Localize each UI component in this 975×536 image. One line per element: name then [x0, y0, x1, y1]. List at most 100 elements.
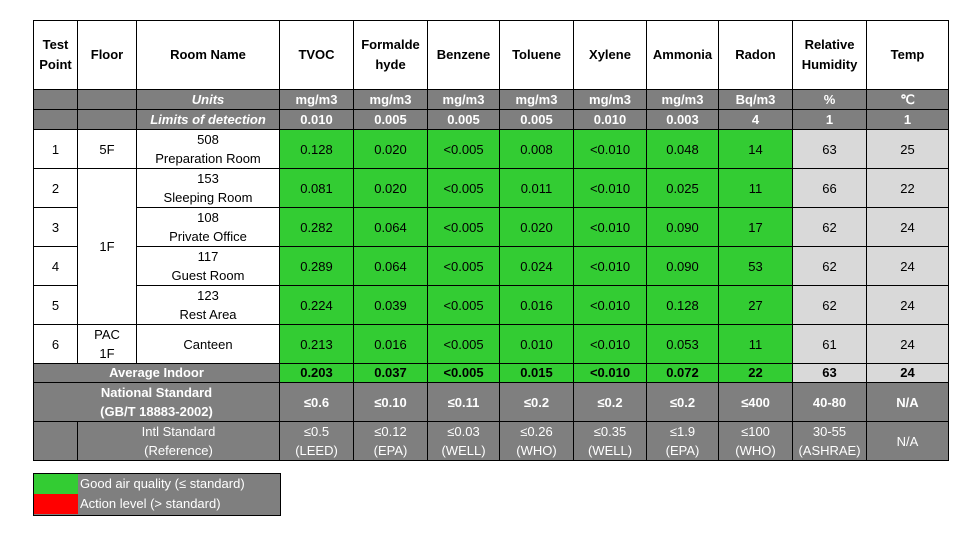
- value-cell: 0.282: [279, 207, 354, 247]
- table-row: 4 117 Guest Room 0.289 0.064 <0.005 0.024…: [33, 246, 949, 286]
- unit-cell: mg/m3: [353, 89, 428, 110]
- value-cell: 0.128: [646, 285, 719, 325]
- header-temp: Temp: [866, 20, 949, 90]
- value-cell: 0.224: [279, 285, 354, 325]
- value-cell: 0.010: [499, 324, 574, 364]
- floor-cell: 1F: [77, 168, 137, 325]
- intl-standard-label: Intl Standard (Reference): [77, 421, 280, 461]
- standard-cell: ≤0.2: [646, 382, 719, 422]
- intl-standard-cell: ≤0.26 (WHO): [499, 421, 574, 461]
- value-cell: 24: [866, 324, 949, 364]
- legend-swatch-red: [34, 494, 78, 514]
- header-ammonia: Ammonia: [646, 20, 719, 90]
- average-cell: 0.203: [279, 363, 354, 383]
- table-row: 3 108 Private Office 0.282 0.064 <0.005 0…: [33, 207, 949, 247]
- lod-cell: 0.005: [427, 109, 500, 130]
- table-row: 2 1F 153 Sleeping Room 0.081 0.020 <0.005…: [33, 168, 949, 325]
- value-cell: <0.010: [573, 129, 647, 169]
- room-name-cell: 108 Private Office: [136, 207, 280, 247]
- header-formaldehyde: Formalde hyde: [353, 20, 428, 90]
- lod-cell: 0.010: [573, 109, 647, 130]
- average-cell: <0.005: [427, 363, 500, 383]
- legend: Good air quality (≤ standard) Action lev…: [33, 473, 281, 516]
- value-cell: 61: [792, 324, 867, 364]
- test-point-cell: 1: [33, 129, 78, 169]
- average-cell: <0.010: [573, 363, 647, 383]
- value-cell: 17: [718, 207, 793, 247]
- legend-label-good: Good air quality (≤ standard): [80, 476, 245, 491]
- intl-standard-cell: ≤0.12 (EPA): [353, 421, 428, 461]
- value-cell: 0.081: [279, 168, 354, 208]
- standard-cell: ≤0.10: [353, 382, 428, 422]
- national-standard-row: National Standard (GB/T 18883-2002) ≤0.6 …: [33, 382, 949, 422]
- header-xylene: Xylene: [573, 20, 647, 90]
- unit-cell: %: [792, 89, 867, 110]
- lod-cell: 0.010: [279, 109, 354, 130]
- units-blank-1: [33, 89, 78, 110]
- lod-blank-2: [77, 109, 137, 130]
- units-row: Units mg/m3 mg/m3 mg/m3 mg/m3 mg/m3 mg/m…: [33, 89, 949, 110]
- value-cell: 62: [792, 207, 867, 247]
- unit-cell: mg/m3: [646, 89, 719, 110]
- value-cell: 0.064: [353, 207, 428, 247]
- intl-blank: [33, 421, 78, 461]
- standard-cell: N/A: [866, 382, 949, 422]
- standard-cell: ≤0.2: [499, 382, 574, 422]
- room-name-cell: Canteen: [136, 324, 280, 364]
- intl-standard-cell: ≤1.9 (EPA): [646, 421, 719, 461]
- average-cell: 0.015: [499, 363, 574, 383]
- value-cell: 14: [718, 129, 793, 169]
- value-cell: 0.053: [646, 324, 719, 364]
- standard-cell: ≤0.2: [573, 382, 647, 422]
- intl-standard-cell: ≤0.03 (WELL): [427, 421, 500, 461]
- standard-cell: ≤0.6: [279, 382, 354, 422]
- value-cell: 53: [718, 246, 793, 286]
- value-cell: 0.064: [353, 246, 428, 286]
- value-cell: <0.005: [427, 207, 500, 247]
- value-cell: 0.020: [353, 168, 428, 208]
- lod-cell: 1: [792, 109, 867, 130]
- average-row: Average Indoor 0.203 0.037 <0.005 0.015 …: [33, 363, 949, 383]
- header-toluene: Toluene: [499, 20, 574, 90]
- units-label: Units: [136, 89, 280, 110]
- test-point-cell: 3: [33, 207, 78, 247]
- value-cell: 0.090: [646, 246, 719, 286]
- value-cell: <0.005: [427, 168, 500, 208]
- legend-swatch-green: [34, 474, 78, 494]
- table-row: 1 5F 508 Preparation Room 0.128 0.020 <0.…: [33, 129, 949, 169]
- unit-cell: mg/m3: [573, 89, 647, 110]
- average-cell: 22: [718, 363, 793, 383]
- lod-cell: 0.005: [499, 109, 574, 130]
- legend-item-action: Action level (> standard): [34, 494, 280, 514]
- legend-label-action: Action level (> standard): [80, 496, 221, 511]
- value-cell: 25: [866, 129, 949, 169]
- value-cell: 0.024: [499, 246, 574, 286]
- value-cell: 11: [718, 324, 793, 364]
- value-cell: 0.008: [499, 129, 574, 169]
- value-cell: 0.213: [279, 324, 354, 364]
- value-cell: 24: [866, 285, 949, 325]
- table-row: 6 PAC 1F Canteen 0.213 0.016 <0.005 0.010…: [33, 324, 949, 364]
- value-cell: 0.016: [353, 324, 428, 364]
- lod-cell: 4: [718, 109, 793, 130]
- unit-cell: ℃: [866, 89, 949, 110]
- intl-standard-row: Intl Standard (Reference) ≤0.5 (LEED) ≤0.1…: [33, 421, 949, 461]
- lod-row: Limits of detection 0.010 0.005 0.005 0.…: [33, 109, 949, 130]
- value-cell: 0.016: [499, 285, 574, 325]
- header-radon: Radon: [718, 20, 793, 90]
- value-cell: 0.128: [279, 129, 354, 169]
- intl-standard-cell: ≤0.5 (LEED): [279, 421, 354, 461]
- average-cell: 63: [792, 363, 867, 383]
- value-cell: 0.090: [646, 207, 719, 247]
- unit-cell: mg/m3: [279, 89, 354, 110]
- lod-cell: 1: [866, 109, 949, 130]
- value-cell: 24: [866, 246, 949, 286]
- lod-cell: 0.003: [646, 109, 719, 130]
- intl-standard-cell: ≤0.35 (WELL): [573, 421, 647, 461]
- national-standard-label: National Standard (GB/T 18883-2002): [33, 382, 280, 422]
- value-cell: 0.025: [646, 168, 719, 208]
- average-cell: 0.072: [646, 363, 719, 383]
- unit-cell: Bq/m3: [718, 89, 793, 110]
- air-quality-table: Test Point Floor Room Name TVOC Formalde h…: [33, 20, 949, 461]
- header-floor: Floor: [77, 20, 137, 90]
